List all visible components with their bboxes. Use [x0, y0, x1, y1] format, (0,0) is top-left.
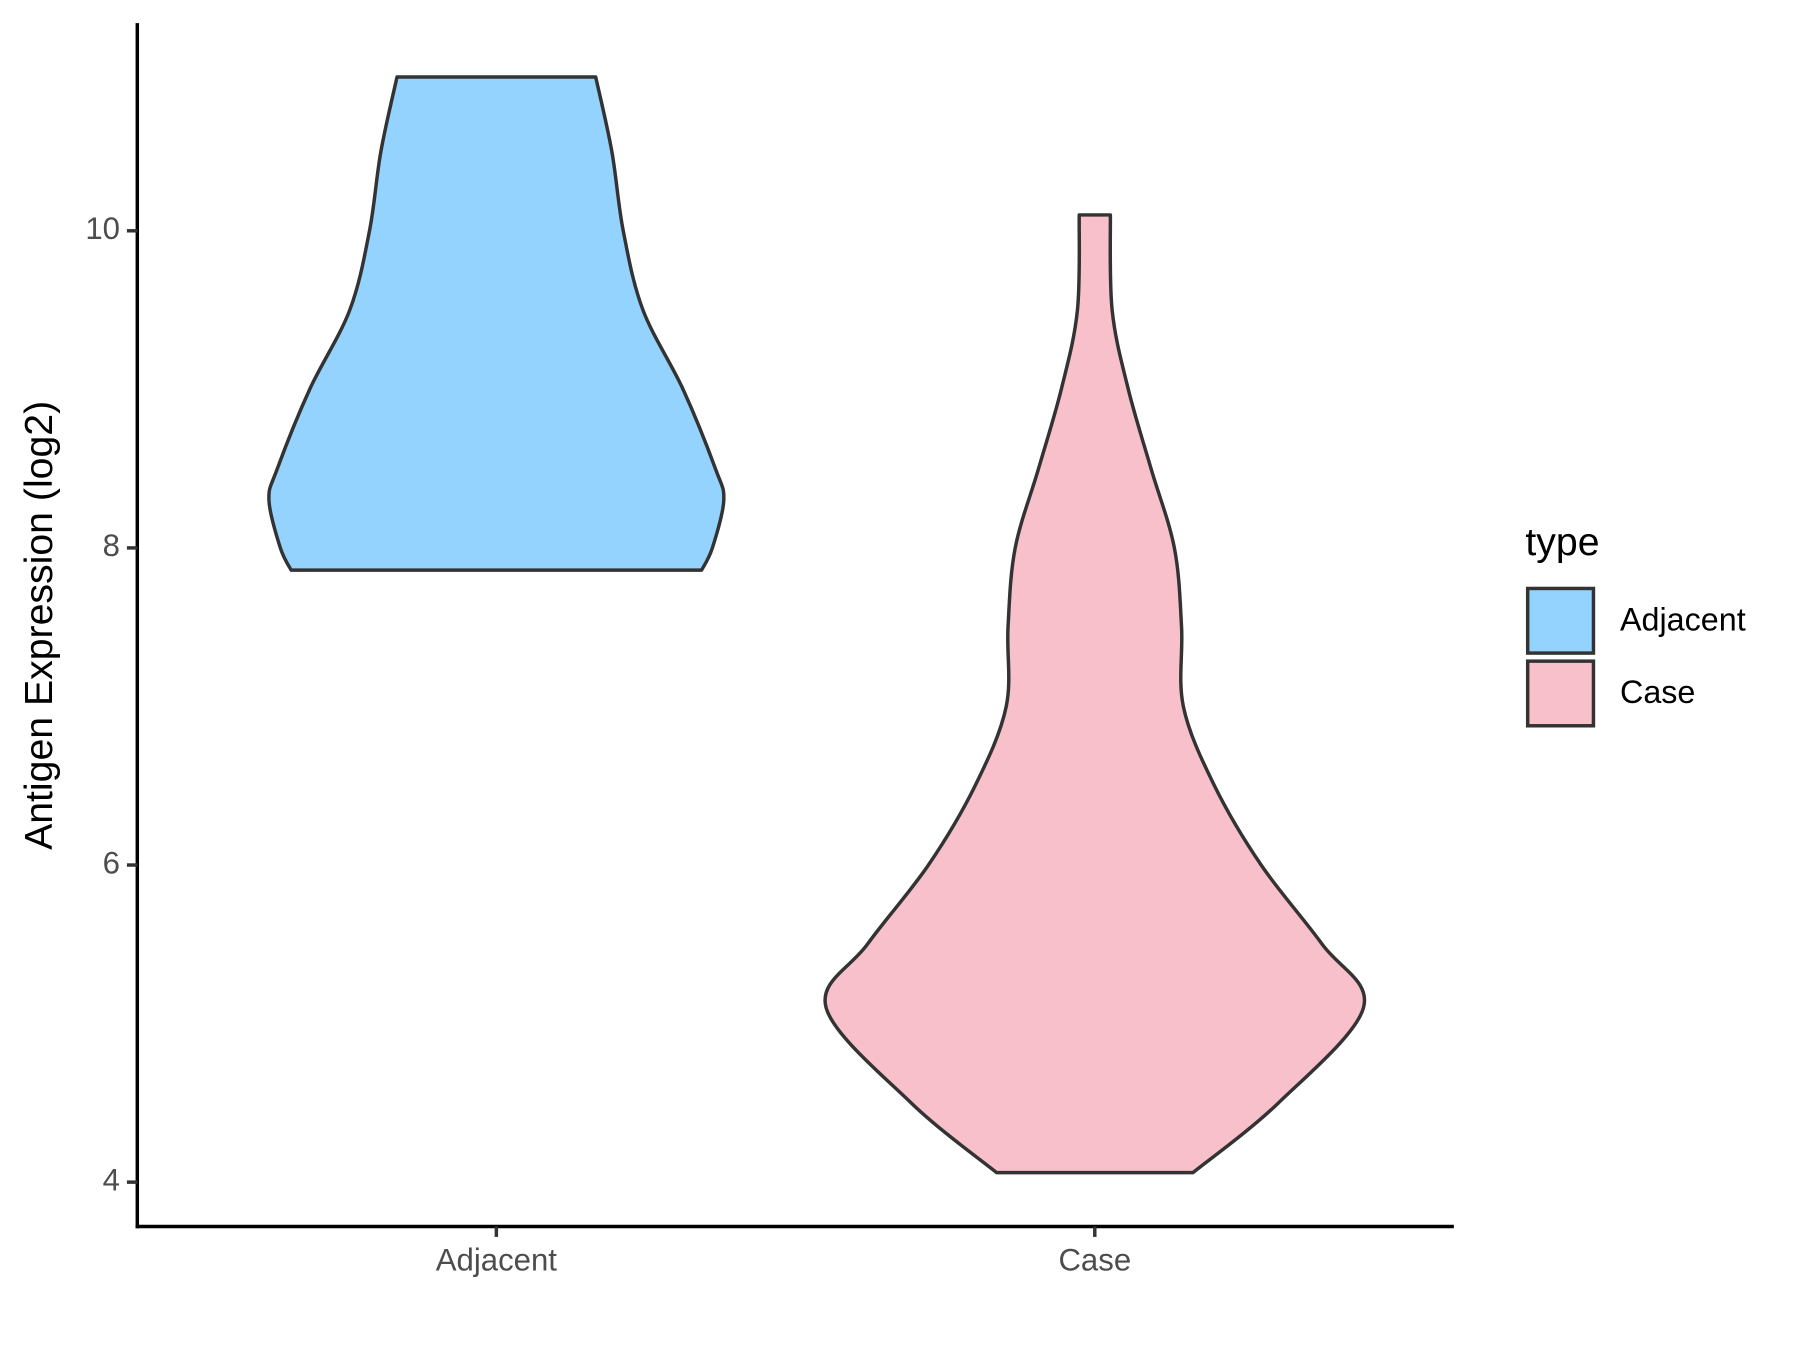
- y-tick-label: 6: [103, 845, 120, 880]
- legend-label: Case: [1620, 674, 1695, 710]
- legend-title: type: [1525, 520, 1599, 564]
- y-tick-label: 4: [103, 1162, 120, 1197]
- x-tick-label: Case: [1058, 1243, 1131, 1278]
- violin: [267, 75, 726, 572]
- legend-key: [1525, 586, 1596, 655]
- legend-key: [1525, 659, 1596, 728]
- y-tick-label: 8: [103, 528, 120, 563]
- violin: [823, 213, 1367, 1175]
- y-axis-title: Antigen Expression (log2): [17, 401, 61, 850]
- y-tick-label: 10: [85, 211, 120, 246]
- x-tick-label: Adjacent: [436, 1243, 558, 1278]
- legend-label: Adjacent: [1620, 601, 1746, 637]
